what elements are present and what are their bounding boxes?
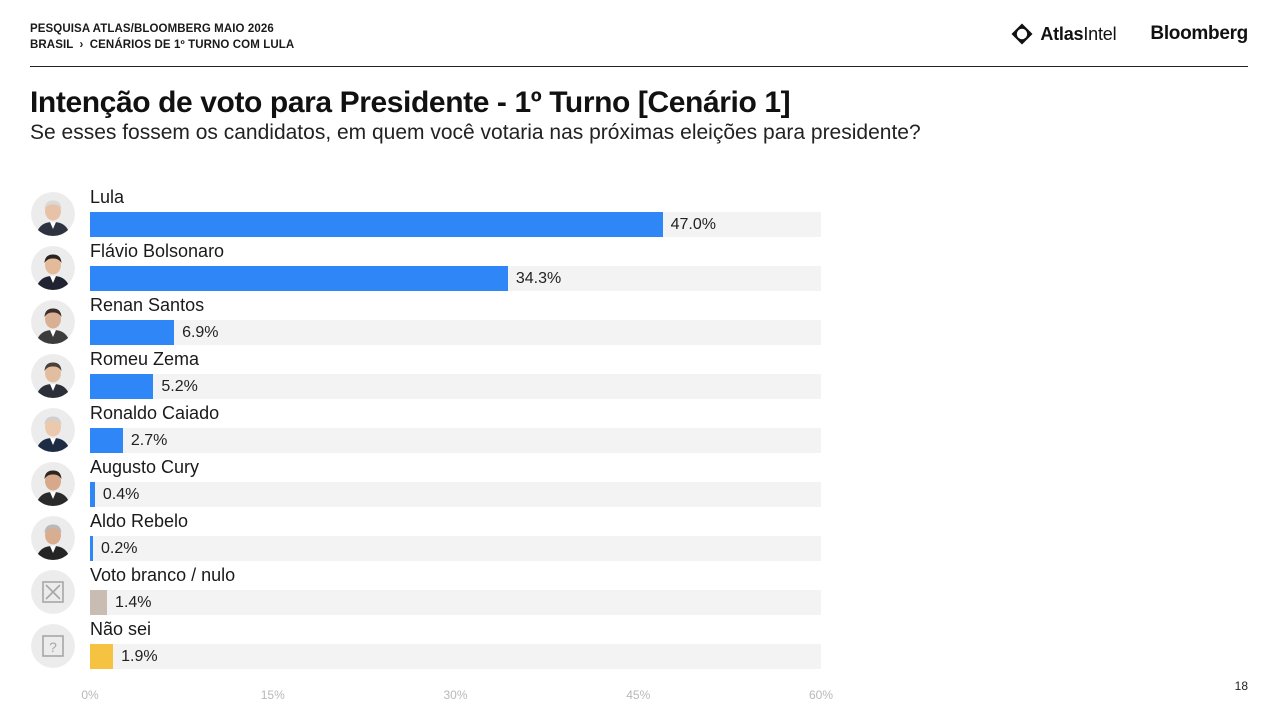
avatar-aldo-rebelo [31,516,75,560]
question-box-icon: ? [31,624,75,668]
category-label: Romeu Zema [90,349,200,369]
x-tick-label: 15% [260,688,285,702]
category-label: Lula [90,187,125,207]
bar-renan-santos [90,320,175,345]
breadcrumb-country: BRASIL [30,39,74,51]
bar-nao-sei [90,644,114,669]
value-label: 0.4% [102,486,140,503]
chart-subtitle: Se esses fossem os candidatos, em quem v… [30,121,921,144]
x-box-icon [31,570,75,614]
category-label: Augusto Cury [90,457,200,477]
x-tick-label: 0% [81,688,99,702]
category-label: Não sei [90,619,152,639]
bar-aldo-rebelo [90,536,93,561]
category-label: Voto branco / nulo [90,565,236,585]
category-label: Aldo Rebelo [90,511,189,531]
avatar-flavio-bolsonaro [31,246,75,290]
bar-flavio-bolsonaro [90,266,508,291]
bloomberg-logo: Bloomberg [1150,23,1248,44]
bar-track [90,482,821,507]
category-label: Flávio Bolsonaro [90,241,225,261]
x-tick-label: 30% [443,688,468,702]
bar-track [90,536,821,561]
category-label: Renan Santos [90,295,205,315]
page-number: 18 [1234,679,1248,693]
header-meta: PESQUISA ATLAS/BLOOMBERG MAIO 2026 BRASI… [30,21,294,53]
bar-voto-branco-nulo [90,590,108,615]
breadcrumb: BRASIL › CENÁRIOS DE 1º TURNO COM LULA [30,37,294,53]
x-tick-label: 60% [808,688,834,702]
atlas-wordmark-light: Intel [1083,23,1117,44]
bar-romeu-zema [90,374,154,399]
value-label: 1.9% [121,648,158,665]
avatar-romeu-zema [31,354,75,398]
bar-augusto-cury [90,482,95,507]
atlas-logo-icon [1011,23,1033,45]
bar-track [90,428,821,453]
avatar-lula [31,192,75,236]
value-label: 34.3% [515,270,562,287]
bar-track [90,374,821,399]
value-label: 5.2% [161,378,198,395]
header-divider [30,66,1248,67]
svg-text:?: ? [49,639,57,655]
x-tick-label: 45% [626,688,651,702]
atlas-wordmark-bold: Atlas [1040,23,1084,44]
atlasintel-logo: AtlasIntel [1010,22,1117,46]
value-label: 47.0% [670,216,716,233]
category-label: Ronaldo Caiado [90,403,220,423]
avatar-ronaldo-caiado [31,408,75,452]
bar-ronaldo-caiado [90,428,123,453]
value-label: 2.7% [130,432,168,449]
bar-track [90,320,821,345]
brand-logos: AtlasIntel Bloomberg [1010,22,1248,46]
bar-track [90,644,821,669]
value-label: 1.4% [115,594,152,611]
value-label: 6.9% [182,324,219,341]
value-label: 0.2% [101,540,138,557]
bar-track [90,590,821,615]
atlasintel-wordmark: AtlasIntel [1040,24,1116,45]
breadcrumb-scenario: CENÁRIOS DE 1º TURNO COM LULA [89,39,295,51]
survey-label: PESQUISA ATLAS/BLOOMBERG MAIO 2026 [30,23,274,35]
avatar-renan-santos [31,300,75,344]
avatar-augusto-cury [31,462,75,506]
bar-lula [90,212,663,237]
chart-title: Intenção de voto para Presidente - 1º Tu… [30,86,791,119]
breadcrumb-separator: › [79,39,84,51]
